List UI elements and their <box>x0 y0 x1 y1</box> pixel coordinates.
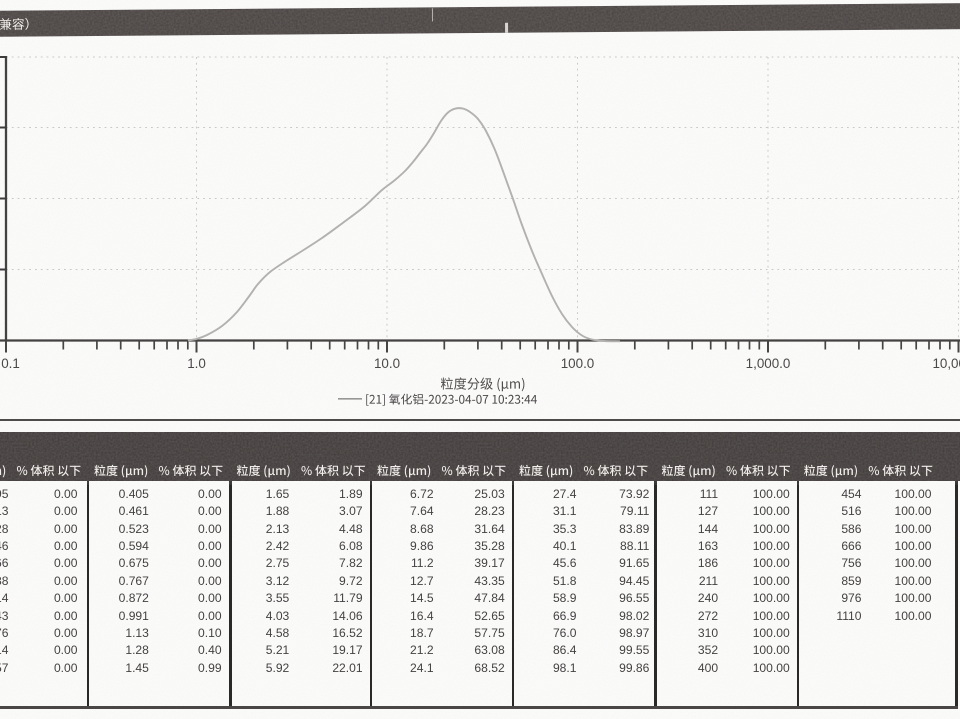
svg-text:10,000.0: 10,000.0 <box>932 356 960 371</box>
svg-text:1.0: 1.0 <box>187 356 206 371</box>
svg-text:100.0: 100.0 <box>561 356 595 371</box>
svg-text:10.0: 10.0 <box>374 356 400 371</box>
svg-text:0.1: 0.1 <box>1 356 20 371</box>
svg-text:1,000.0: 1,000.0 <box>746 356 791 371</box>
